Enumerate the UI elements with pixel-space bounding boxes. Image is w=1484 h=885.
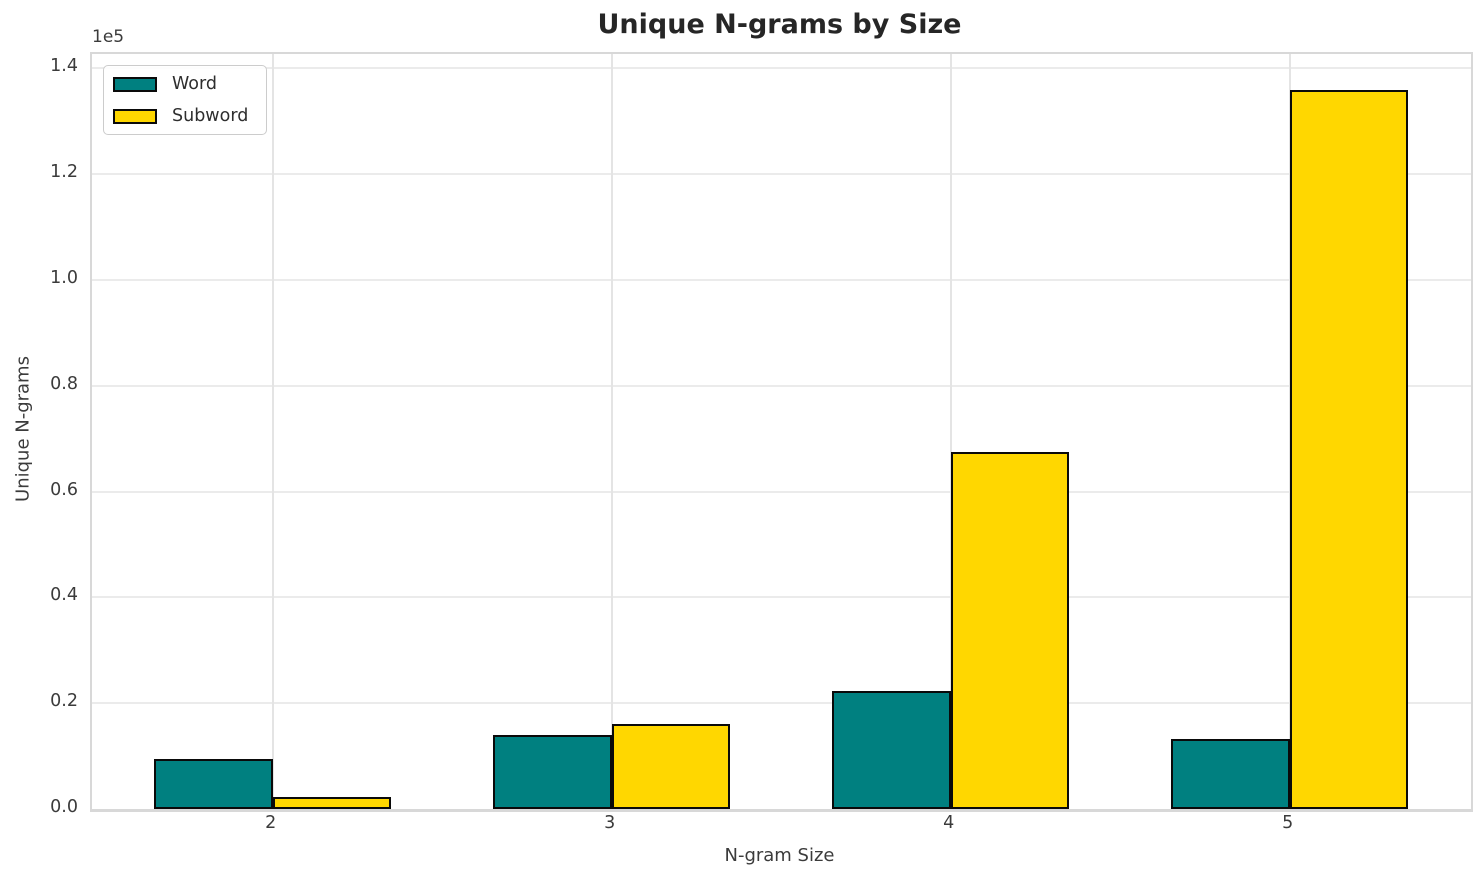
h-gridline xyxy=(92,596,1471,599)
subword-series-swatch xyxy=(113,108,157,124)
h-gridline xyxy=(92,384,1471,387)
v-gridline xyxy=(610,54,613,809)
word-bar-ngram-5 xyxy=(1170,738,1290,809)
word-bar-ngram-2 xyxy=(154,758,273,809)
y-tick-label: 0.8 xyxy=(50,373,78,394)
h-gridline xyxy=(92,173,1471,176)
x-axis-label: N-gram Size xyxy=(724,845,835,866)
y-axis-offset-label: 1e5 xyxy=(92,27,125,47)
x-tick-label: 2 xyxy=(265,813,277,833)
plot-area: Word Subword xyxy=(90,52,1473,812)
subword-bar-ngram-3 xyxy=(611,723,731,809)
h-gridline xyxy=(92,67,1471,70)
legend-label-subword: Subword xyxy=(172,106,249,126)
y-tick-label: 0.4 xyxy=(50,585,78,606)
legend-label-word: Word xyxy=(172,74,217,94)
y-tick-label: 1.4 xyxy=(50,56,78,77)
y-tick-label: 0.0 xyxy=(50,797,78,817)
h-gridline xyxy=(92,490,1471,493)
legend: Word Subword xyxy=(103,65,268,135)
chart-title: Unique N-grams by Size xyxy=(597,9,962,40)
h-gridline xyxy=(92,702,1471,705)
subword-bar-ngram-5 xyxy=(1289,89,1409,809)
v-gridline xyxy=(949,54,952,809)
y-tick-label: 0.6 xyxy=(50,479,78,500)
word-bar-ngram-3 xyxy=(493,735,612,809)
y-tick-label: 1.0 xyxy=(50,267,78,288)
h-gridline xyxy=(92,278,1471,281)
legend-item-subword: Subword xyxy=(113,107,248,125)
y-tick-label: 0.2 xyxy=(50,691,78,712)
x-tick-label: 3 xyxy=(604,813,616,833)
legend-item-word: Word xyxy=(113,75,248,93)
x-tick-label: 4 xyxy=(943,813,955,833)
x-tick-label: 5 xyxy=(1282,813,1294,833)
subword-bar-ngram-2 xyxy=(272,797,392,809)
v-gridline xyxy=(271,54,274,809)
word-series-swatch xyxy=(113,76,157,92)
y-tick-label: 1.2 xyxy=(50,162,78,183)
subword-bar-ngram-4 xyxy=(950,452,1070,809)
word-bar-ngram-4 xyxy=(832,691,951,809)
